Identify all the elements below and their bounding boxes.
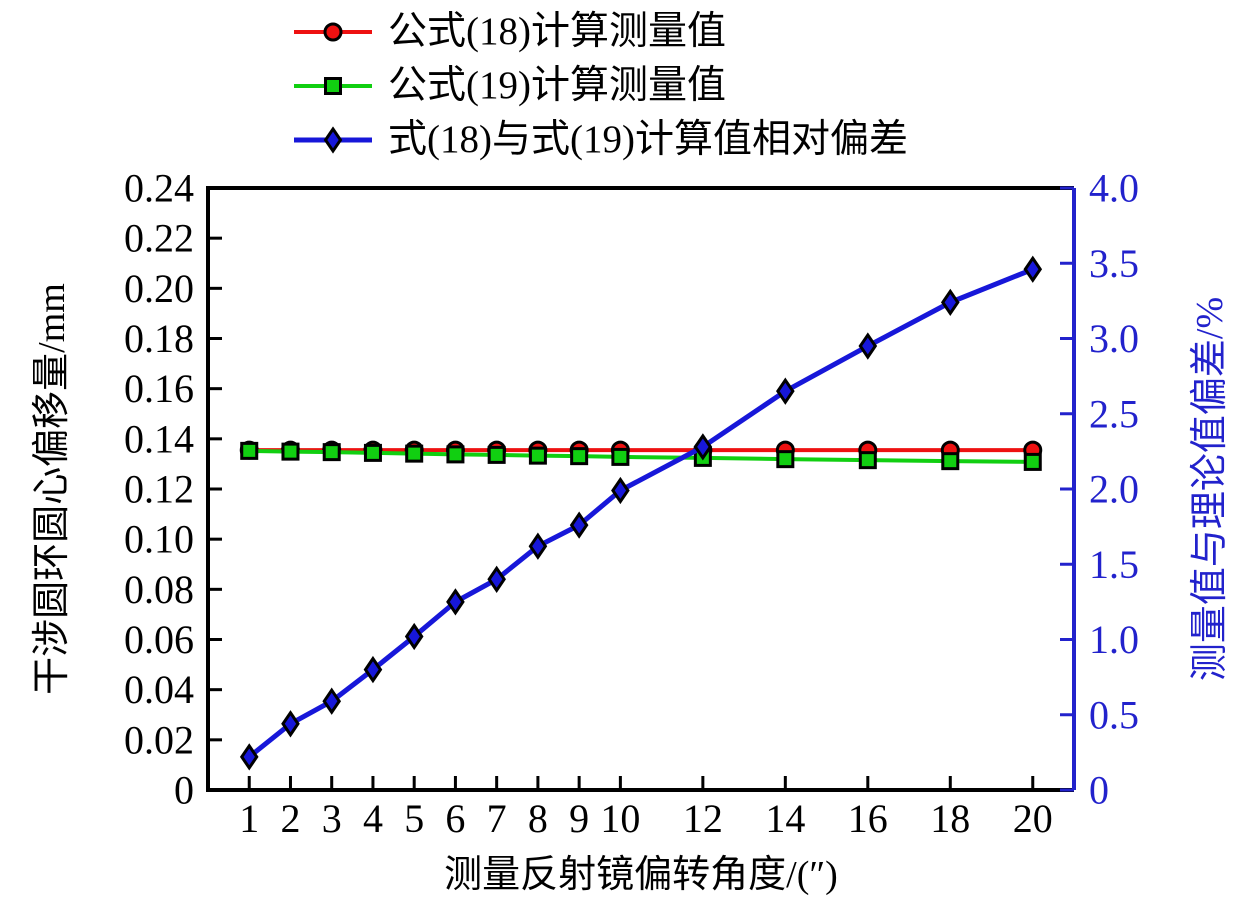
svg-text:0.5: 0.5 <box>1089 692 1139 737</box>
svg-text:20: 20 <box>1013 796 1053 841</box>
svg-text:7: 7 <box>487 796 507 841</box>
legend-swatch-circle-icon <box>294 22 372 42</box>
legend-swatch-diamond-icon <box>294 126 372 154</box>
svg-text:9: 9 <box>569 796 589 841</box>
svg-text:1.5: 1.5 <box>1089 542 1139 587</box>
y-left-axis-title: 干涉圆环圆心偏移量/mm <box>31 283 73 695</box>
legend-label: 公式(19)计算测量值 <box>388 64 726 107</box>
svg-text:8: 8 <box>528 796 548 841</box>
svg-text:5: 5 <box>404 796 424 841</box>
svg-text:1: 1 <box>239 796 259 841</box>
svg-text:3.5: 3.5 <box>1089 241 1139 286</box>
svg-text:4: 4 <box>363 796 383 841</box>
svg-text:0.12: 0.12 <box>124 467 194 512</box>
svg-text:2: 2 <box>280 796 300 841</box>
svg-text:6: 6 <box>445 796 465 841</box>
svg-text:0.02: 0.02 <box>124 717 194 762</box>
svg-text:0.24: 0.24 <box>124 166 194 211</box>
legend-label: 公式(18)计算测量值 <box>388 10 726 53</box>
svg-text:2.0: 2.0 <box>1089 467 1139 512</box>
svg-text:14: 14 <box>765 796 805 841</box>
legend-swatch-square-icon <box>294 77 372 95</box>
svg-text:0.14: 0.14 <box>124 416 194 461</box>
legend: 公式(18)计算测量值 公式(19)计算测量值 式(18)与式(19)计算值相对… <box>292 6 908 166</box>
legend-item: 公式(18)计算测量值 <box>292 6 908 58</box>
y-right-axis-title: 测量值与理论值偏差/% <box>1189 296 1231 682</box>
svg-text:0.04: 0.04 <box>124 667 194 712</box>
x-axis-title: 测量反射镜偏转角度/(″) <box>444 854 838 896</box>
svg-text:0.18: 0.18 <box>124 316 194 361</box>
svg-text:0.16: 0.16 <box>124 366 194 411</box>
svg-text:0.08: 0.08 <box>124 567 194 612</box>
svg-text:3: 3 <box>322 796 342 841</box>
svg-text:18: 18 <box>930 796 970 841</box>
svg-text:3.0: 3.0 <box>1089 316 1139 361</box>
svg-text:12: 12 <box>683 796 723 841</box>
legend-item: 公式(19)计算测量值 <box>292 60 908 112</box>
svg-text:0.20: 0.20 <box>124 266 194 311</box>
svg-text:0.22: 0.22 <box>124 216 194 261</box>
legend-item: 式(18)与式(19)计算值相对偏差 <box>292 114 908 166</box>
svg-text:1.0: 1.0 <box>1089 617 1139 662</box>
svg-text:0.06: 0.06 <box>124 617 194 662</box>
svg-text:0: 0 <box>174 768 194 813</box>
svg-text:2.5: 2.5 <box>1089 391 1139 436</box>
legend-label: 式(18)与式(19)计算值相对偏差 <box>388 118 908 161</box>
svg-text:16: 16 <box>848 796 888 841</box>
svg-text:0: 0 <box>1089 768 1109 813</box>
svg-text:10: 10 <box>600 796 640 841</box>
svg-text:4.0: 4.0 <box>1089 166 1139 211</box>
svg-text:0.10: 0.10 <box>124 517 194 562</box>
